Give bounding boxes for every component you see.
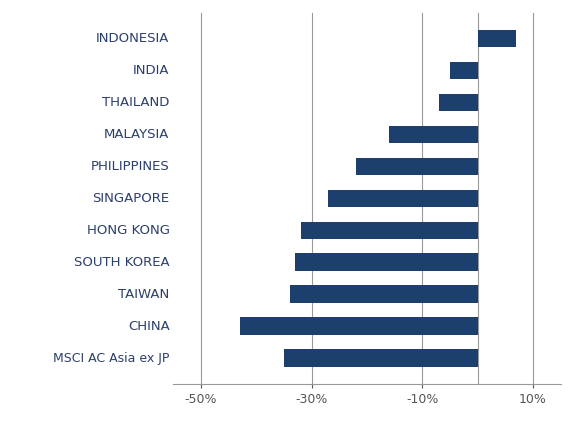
Bar: [477, 30, 516, 48]
Bar: [240, 317, 477, 335]
Text: TAIWAN: TAIWAN: [118, 288, 169, 301]
Bar: [290, 286, 477, 303]
Bar: [328, 190, 477, 207]
Bar: [284, 349, 477, 367]
Text: MSCI AC Asia ex JP: MSCI AC Asia ex JP: [53, 351, 169, 364]
Bar: [356, 158, 477, 175]
Bar: [301, 221, 477, 239]
Text: PHILIPPINES: PHILIPPINES: [91, 160, 169, 173]
Bar: [295, 253, 477, 271]
Bar: [389, 126, 477, 143]
Text: SINGAPORE: SINGAPORE: [92, 192, 169, 205]
Text: INDONESIA: INDONESIA: [96, 32, 169, 45]
Text: THAILAND: THAILAND: [102, 96, 169, 109]
Bar: [439, 94, 477, 111]
Text: SOUTH KOREA: SOUTH KOREA: [74, 256, 169, 269]
Text: MALAYSIA: MALAYSIA: [104, 128, 169, 141]
Text: HONG KONG: HONG KONG: [87, 224, 169, 237]
Bar: [450, 62, 477, 79]
Text: INDIA: INDIA: [133, 64, 169, 77]
Text: CHINA: CHINA: [128, 320, 169, 333]
